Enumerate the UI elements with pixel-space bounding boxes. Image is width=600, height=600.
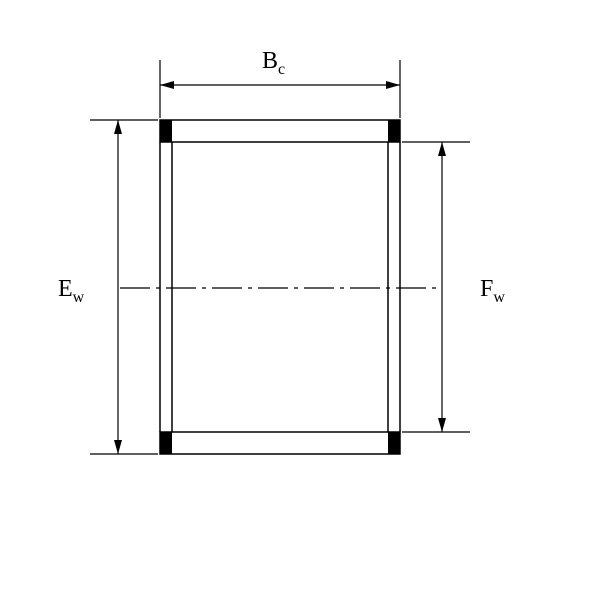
- label-Bc-letter: B: [262, 48, 278, 74]
- label-Fw: Fw: [480, 276, 505, 303]
- arrowhead: [386, 81, 400, 89]
- label-Ew: Ew: [58, 276, 84, 303]
- cage-bar: [160, 432, 400, 454]
- arrowhead: [160, 81, 174, 89]
- corner-block: [160, 130, 172, 142]
- label-Fw-sub: w: [493, 289, 505, 306]
- arrowhead: [114, 120, 122, 134]
- diagram-stage: Bc Ew Fw: [0, 0, 600, 600]
- label-Ew-letter: E: [58, 276, 73, 302]
- arrowhead: [114, 440, 122, 454]
- label-Bc: Bc: [262, 48, 285, 75]
- cage-bar: [160, 120, 400, 142]
- diagram-svg: [0, 0, 600, 600]
- corner-block: [388, 130, 400, 142]
- corner-block: [388, 442, 400, 454]
- corner-block: [160, 442, 172, 454]
- label-Bc-sub: c: [278, 61, 285, 78]
- label-Ew-sub: w: [73, 289, 85, 306]
- label-Fw-letter: F: [480, 276, 493, 302]
- arrowhead: [438, 418, 446, 432]
- arrowhead: [438, 142, 446, 156]
